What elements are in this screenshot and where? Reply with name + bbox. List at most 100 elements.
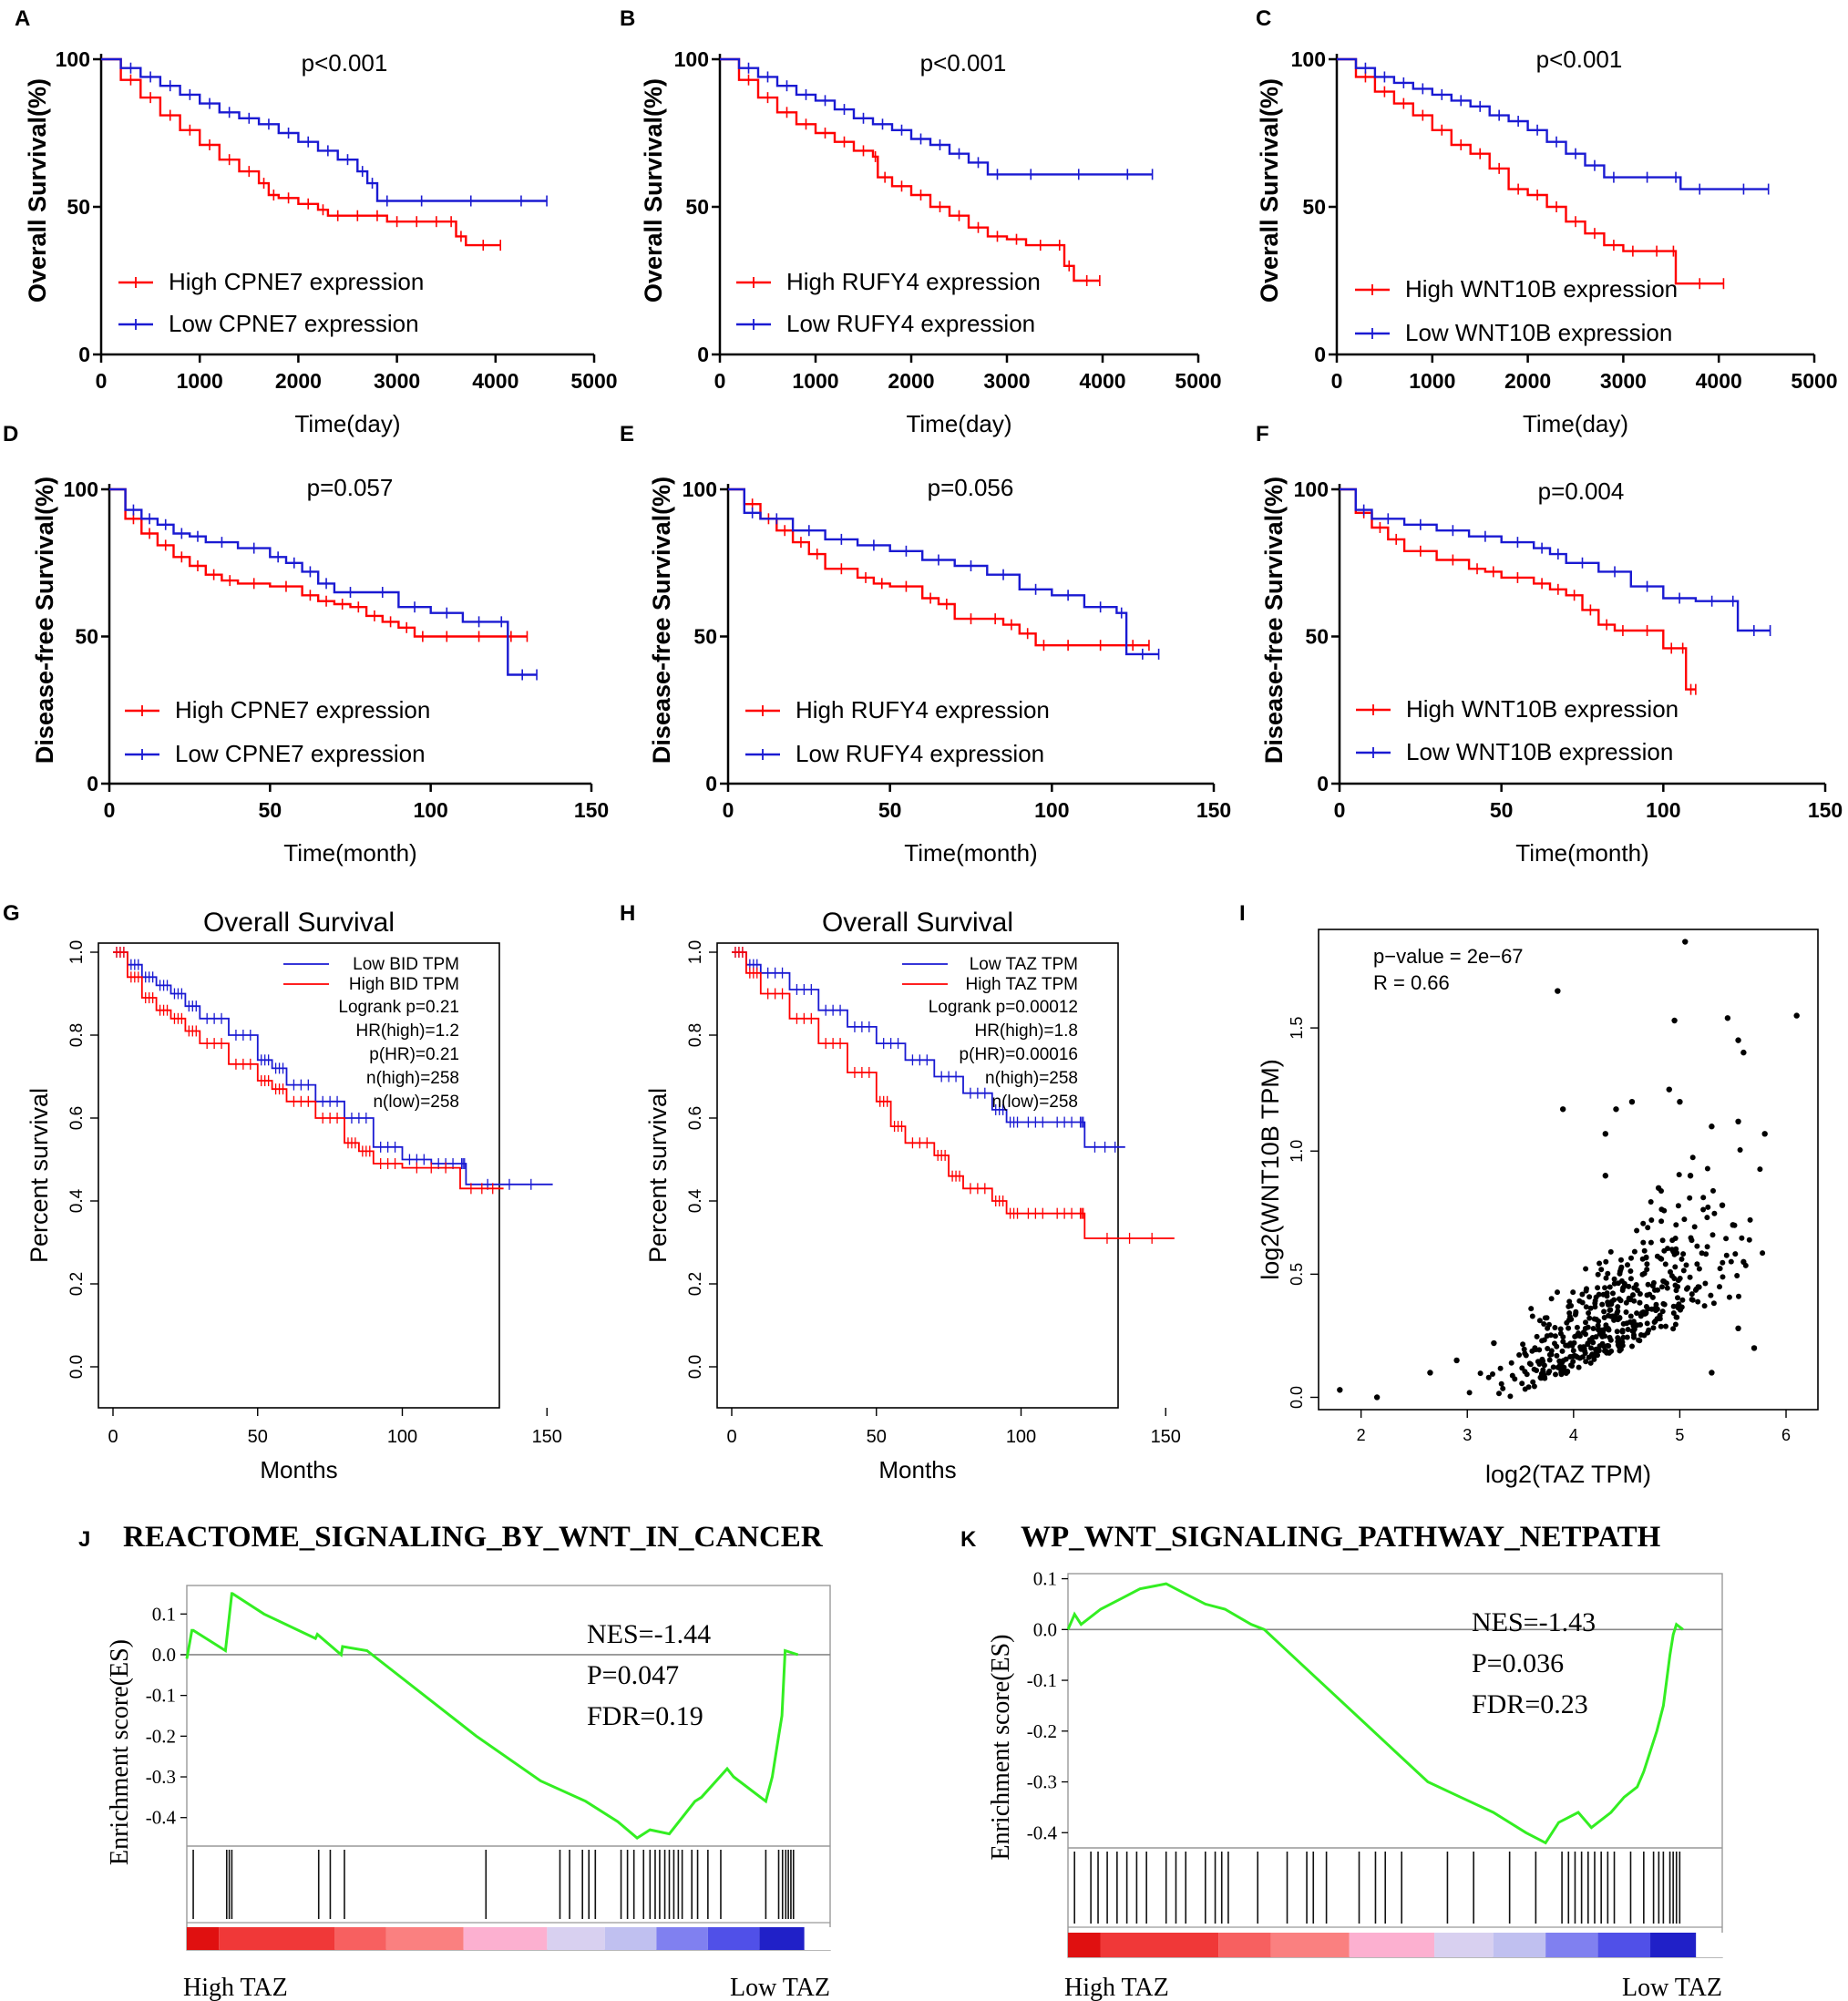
scatter-point xyxy=(1519,1365,1525,1371)
scatter-point xyxy=(1497,1365,1504,1371)
scatter-point xyxy=(1541,1362,1547,1369)
survival-curve-low xyxy=(732,951,1125,1148)
scatter-point xyxy=(1634,1310,1640,1317)
scatter-point xyxy=(1648,1217,1655,1223)
scatter-point xyxy=(1710,1187,1716,1194)
scatter-point xyxy=(1583,1359,1589,1365)
scatter-point xyxy=(1557,1330,1564,1337)
rank-bar-segment xyxy=(1349,1933,1435,1957)
rank-bar-segment xyxy=(1068,1933,1101,1957)
scatter-point xyxy=(1687,1274,1693,1280)
scatter-point xyxy=(1602,1285,1608,1291)
scatter-point xyxy=(1616,1337,1622,1343)
scatter-point xyxy=(1750,1345,1758,1351)
scatter-point xyxy=(1607,1337,1614,1343)
scatter-point xyxy=(1595,1271,1601,1278)
scatter-point xyxy=(1545,1325,1551,1331)
plot-frame xyxy=(1318,929,1819,1411)
scatter-point xyxy=(1636,1337,1642,1343)
scatter-point xyxy=(1427,1370,1433,1376)
scatter-point xyxy=(1618,1257,1624,1263)
scatter-point xyxy=(1723,1236,1730,1242)
x-tick-label: 0 xyxy=(726,1427,736,1447)
rank-bar-segment xyxy=(1100,1933,1219,1957)
scatter-point xyxy=(1608,1348,1615,1354)
p-value-annotation: p−value = 2e−67 xyxy=(1373,945,1524,968)
x-tick-label: 5 xyxy=(1675,1426,1684,1444)
scatter-point xyxy=(1671,1017,1678,1024)
scatter-point xyxy=(1648,1239,1654,1246)
y-tick-label: -0.1 xyxy=(146,1685,176,1707)
scatter-point xyxy=(1555,988,1561,994)
survival-curve-high xyxy=(728,487,1149,647)
scatter-point xyxy=(1696,1284,1702,1290)
scatter-point xyxy=(1695,1298,1701,1305)
stats-label: FDR=0.19 xyxy=(587,1701,703,1731)
y-axis-title: Disease-free Survival(%) xyxy=(31,477,58,764)
scatter-point xyxy=(1567,1354,1574,1360)
scatter-point xyxy=(1668,1273,1675,1279)
panel-letter: G xyxy=(3,901,20,926)
x-tick-label: 5000 xyxy=(1175,369,1221,393)
x-tick-label: 1000 xyxy=(177,369,223,393)
scatter-point xyxy=(1644,1320,1650,1327)
x-axis-title: Time(month) xyxy=(283,839,416,867)
scatter-point xyxy=(1675,1203,1681,1209)
y-axis-title: Overall Survival(%) xyxy=(1256,78,1283,303)
scatter-point xyxy=(1508,1360,1514,1366)
scatter-point xyxy=(1617,1270,1623,1277)
stats-label: FDR=0.23 xyxy=(1472,1689,1588,1719)
scatter-point xyxy=(1650,1325,1657,1331)
scatter-point xyxy=(1617,1266,1624,1272)
scatter-point xyxy=(1536,1318,1543,1324)
scatter-point xyxy=(1572,1333,1578,1339)
x-tick-label: 6 xyxy=(1781,1426,1791,1444)
scatter-point xyxy=(1619,1328,1626,1333)
scatter-point xyxy=(1516,1352,1523,1358)
x-tick-label: 150 xyxy=(574,798,609,822)
scatter-point xyxy=(1591,1316,1597,1322)
scatter-point xyxy=(1717,1284,1722,1290)
y-tick-label: 100 xyxy=(674,47,709,71)
scatter-point xyxy=(1593,1294,1599,1300)
x-tick-label: 4000 xyxy=(1079,369,1125,393)
panel-letter: K xyxy=(960,1527,977,1552)
scatter-point xyxy=(1498,1380,1504,1387)
x-axis-title: Months xyxy=(878,1456,956,1483)
scatter-point xyxy=(1669,1237,1676,1244)
scatter-point xyxy=(1645,1225,1651,1231)
scatter-point xyxy=(1528,1306,1535,1312)
scatter-point xyxy=(1554,1352,1560,1359)
scatter-point xyxy=(1559,1348,1566,1354)
scatter-point xyxy=(1538,1375,1544,1381)
scatter-point xyxy=(1587,1305,1594,1311)
x-tick-label: 3 xyxy=(1463,1426,1472,1444)
scatter-point xyxy=(1602,1131,1609,1137)
x-axis-title: Time(month) xyxy=(904,839,1037,867)
scatter-point xyxy=(1626,1283,1632,1289)
scatter-point xyxy=(1746,1237,1752,1243)
y-tick-label: 0 xyxy=(78,343,90,366)
scatter-point xyxy=(1568,1316,1575,1322)
scatter-point xyxy=(1584,1286,1589,1292)
scatter-point xyxy=(1689,1291,1695,1298)
scatter-point xyxy=(1670,1303,1677,1309)
scatter-point xyxy=(1565,1342,1571,1349)
legend-label: High TAZ TPM xyxy=(965,975,1078,994)
x-tick-label: 100 xyxy=(413,798,447,822)
scatter-point xyxy=(1602,1173,1609,1179)
x-tick-label: 4000 xyxy=(1696,369,1742,393)
enrichment-curve xyxy=(1066,1582,1684,1845)
scatter-point xyxy=(1691,1224,1698,1230)
scatter-point xyxy=(1640,1220,1647,1226)
survival-curve-low xyxy=(728,487,1159,656)
scatter-point xyxy=(1576,1333,1583,1339)
scatter-point xyxy=(1583,1266,1589,1272)
scatter-point xyxy=(1603,1275,1609,1281)
legend-label: High CPNE7 expression xyxy=(169,268,424,295)
x-tick-label: 3000 xyxy=(374,369,420,393)
scatter-point xyxy=(1675,1284,1681,1290)
x-tick-label: 100 xyxy=(387,1427,417,1447)
scatter-point xyxy=(1546,1357,1553,1363)
chart-title: REACTOME_SIGNALING_BY_WNT_IN_CANCER xyxy=(123,1521,824,1554)
